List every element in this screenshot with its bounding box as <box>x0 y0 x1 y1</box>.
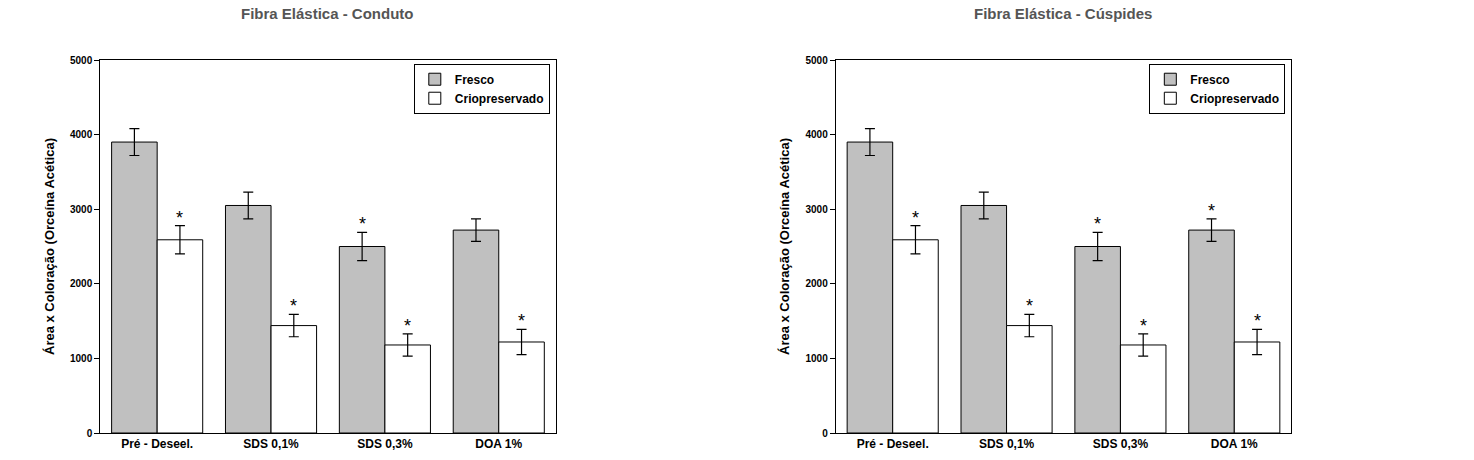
svg-text:*: * <box>1094 214 1101 234</box>
svg-text:4000: 4000 <box>70 129 93 140</box>
svg-text:DOA 1%: DOA 1% <box>1211 437 1258 451</box>
svg-text:Criopreservado: Criopreservado <box>1190 92 1279 106</box>
svg-text:3000: 3000 <box>70 204 93 215</box>
svg-text:*: * <box>1254 311 1261 331</box>
svg-text:Pré - Deseel.: Pré - Deseel. <box>857 437 929 451</box>
svg-text:0: 0 <box>822 428 828 439</box>
svg-text:*: * <box>1026 296 1033 316</box>
svg-text:Área x Coloração (Orceína Acét: Área x Coloração (Orceína Acética) <box>777 138 792 355</box>
svg-text:SDS 0,1%: SDS 0,1% <box>979 437 1035 451</box>
svg-text:SDS 0,1%: SDS 0,1% <box>243 437 299 451</box>
svg-text:*: * <box>176 208 183 228</box>
svg-text:*: * <box>1140 316 1147 336</box>
svg-text:*: * <box>912 208 919 228</box>
svg-text:Fresco: Fresco <box>455 73 494 87</box>
svg-text:2000: 2000 <box>70 278 93 289</box>
svg-text:*: * <box>359 214 366 234</box>
svg-text:5000: 5000 <box>806 55 829 66</box>
svg-text:4000: 4000 <box>806 129 829 140</box>
svg-text:1000: 1000 <box>806 353 829 364</box>
svg-text:Criopreservado: Criopreservado <box>455 92 544 106</box>
svg-text:SDS 0,3%: SDS 0,3% <box>1093 437 1149 451</box>
svg-text:DOA 1%: DOA 1% <box>475 437 522 451</box>
svg-text:1000: 1000 <box>70 353 93 364</box>
svg-text:0: 0 <box>87 428 93 439</box>
svg-text:*: * <box>518 311 525 331</box>
svg-text:Fresco: Fresco <box>1190 73 1229 87</box>
svg-text:Fibra Elástica - Conduto: Fibra Elástica - Conduto <box>241 5 414 22</box>
svg-text:*: * <box>1208 201 1215 221</box>
svg-text:2000: 2000 <box>806 278 829 289</box>
svg-text:*: * <box>404 316 411 336</box>
svg-text:Fibra Elástica - Cúspides: Fibra Elástica - Cúspides <box>974 5 1152 22</box>
svg-text:3000: 3000 <box>806 204 829 215</box>
svg-text:SDS 0,3%: SDS 0,3% <box>357 437 413 451</box>
svg-text:Pré - Deseel.: Pré - Deseel. <box>121 437 193 451</box>
svg-text:*: * <box>290 296 297 316</box>
svg-text:Área x Coloração (Orceína Acét: Área x Coloração (Orceína Acética) <box>42 138 57 355</box>
svg-text:5000: 5000 <box>70 55 93 66</box>
